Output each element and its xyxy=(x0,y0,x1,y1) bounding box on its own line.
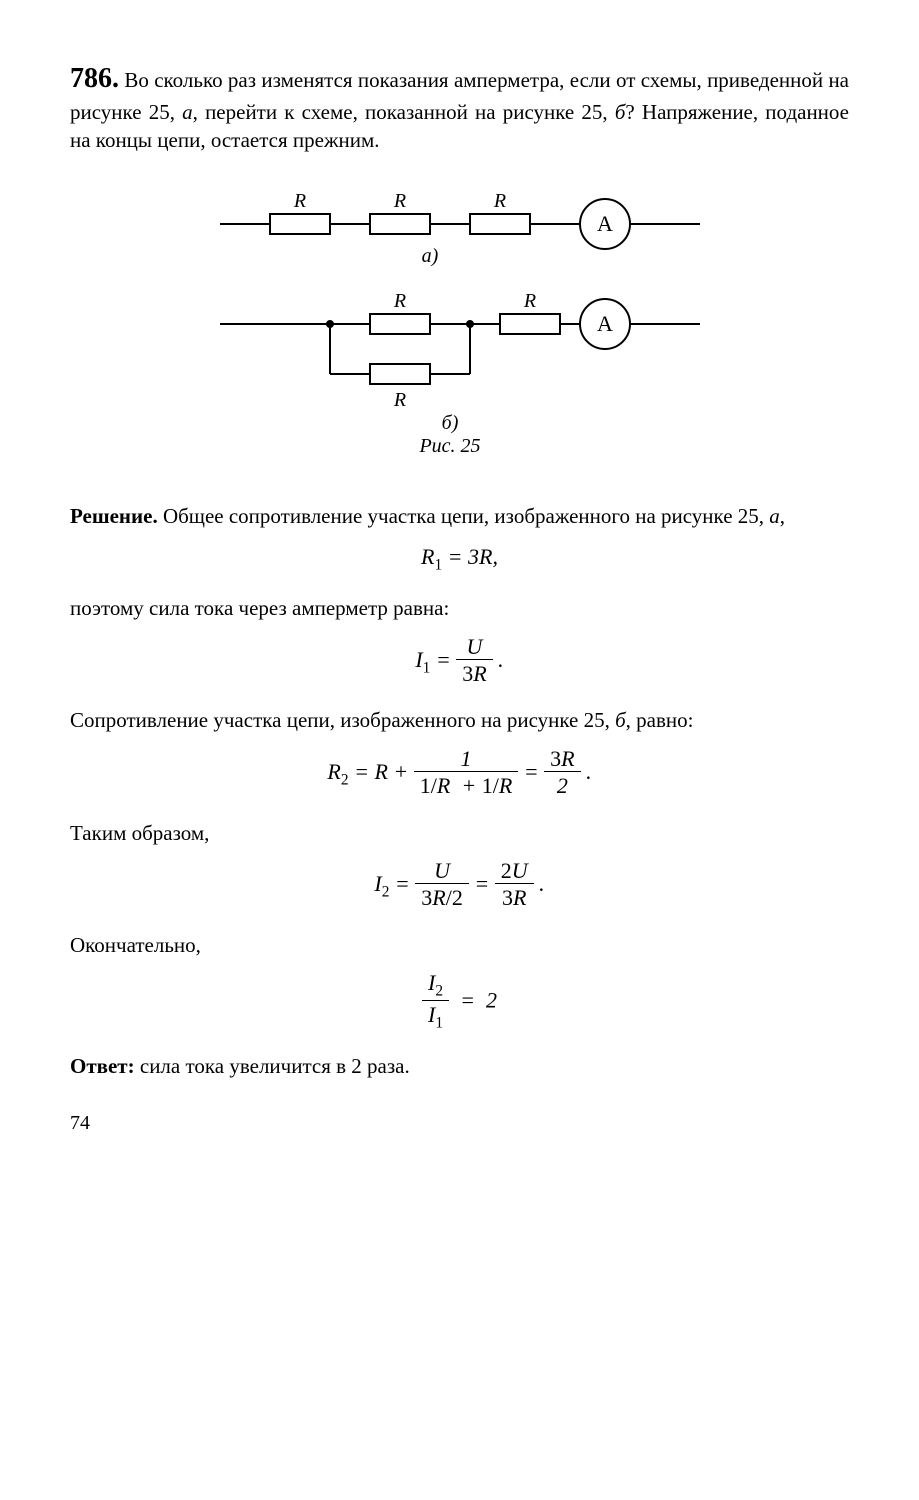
resistor-label: R xyxy=(392,190,405,212)
ammeter-label: A xyxy=(597,311,613,336)
problem-body: Во сколько раз изменятся показания ампер… xyxy=(70,68,849,152)
resistor-label: R xyxy=(392,389,405,411)
equation-3: R2 = R + 1 1/R + 1/R = 3R 2 . xyxy=(70,747,849,801)
resistor-label: R xyxy=(292,190,305,212)
resistor-label: R xyxy=(492,190,505,212)
solution-p5: Окончательно, xyxy=(70,931,849,959)
figure-sub-a: а) xyxy=(421,245,438,267)
figure-25: R R R A а) R xyxy=(70,184,849,461)
resistor-label: R xyxy=(392,290,405,312)
solution-p4: Таким образом, xyxy=(70,819,849,847)
solution-p3: Сопротивление участка цепи, изображенног… xyxy=(70,706,849,734)
equation-4: I2 = U 3R/2 = 2U 3R . xyxy=(70,859,849,913)
page-number: 74 xyxy=(70,1110,849,1137)
problem-number: 786. xyxy=(70,63,119,94)
answer: Ответ: сила тока увеличится в 2 раза. xyxy=(70,1052,849,1080)
equation-5: I2 I1 = 2 xyxy=(70,971,849,1034)
solution-heading: Решение. xyxy=(70,504,158,528)
problem-statement: 786. Во сколько раз изменятся показания … xyxy=(70,60,849,154)
solution-p2: поэтому сила тока через амперметр равна: xyxy=(70,594,849,622)
answer-heading: Ответ: xyxy=(70,1054,135,1078)
ammeter-label: A xyxy=(597,211,613,236)
resistor-label: R xyxy=(522,290,535,312)
figure-sub-b: б) xyxy=(441,412,458,434)
equation-1: R1 = 3R, xyxy=(70,542,849,576)
solution-p1: Решение. Общее сопротивление участка цеп… xyxy=(70,502,849,530)
figure-caption: Рис. 25 xyxy=(418,435,480,454)
equation-2: I1 = U 3R . xyxy=(70,635,849,689)
